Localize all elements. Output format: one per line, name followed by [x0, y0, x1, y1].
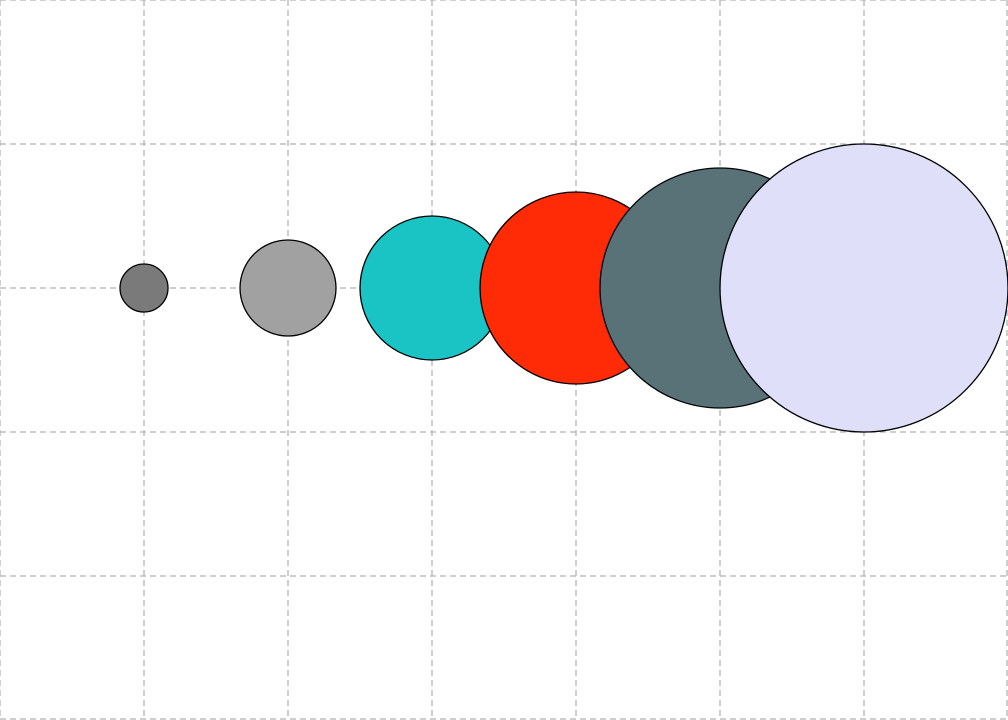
circle-2	[239, 239, 337, 337]
circle-6	[719, 143, 1008, 433]
circle-1	[119, 263, 169, 313]
circle-sequence	[119, 143, 1008, 433]
